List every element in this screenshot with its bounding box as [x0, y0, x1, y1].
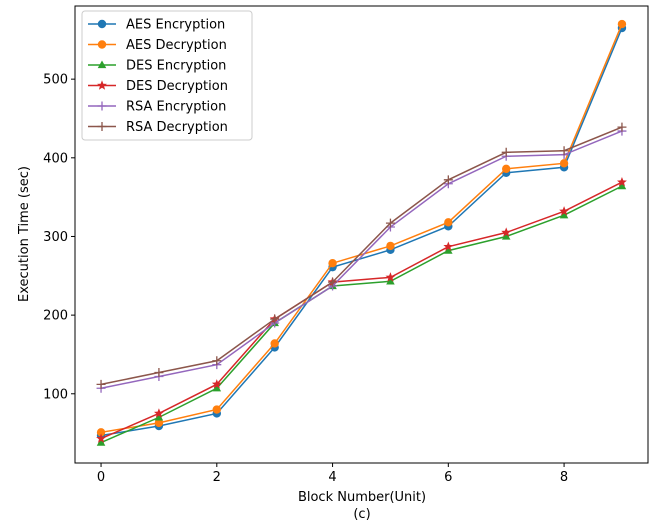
y-axis-label: Execution Time (sec): [17, 166, 32, 302]
y-tick-label: 500: [43, 73, 68, 88]
data-point: [443, 241, 454, 251]
data-point: [617, 181, 627, 190]
series-line: [100, 181, 623, 440]
data-point: [270, 314, 280, 324]
data-point: [212, 405, 222, 414]
data-point: [501, 147, 511, 157]
plot-area: [96, 19, 627, 446]
data-point: [385, 272, 396, 282]
data-point: [617, 122, 627, 132]
series-line: [100, 126, 623, 386]
legend-entry: AES Decryption: [88, 38, 227, 53]
legend-label: AES Encryption: [126, 18, 225, 33]
legend-label: DES Encryption: [126, 59, 226, 74]
legend-label: AES Decryption: [126, 38, 227, 53]
data-point: [96, 438, 106, 446]
x-tick-label: 6: [444, 470, 452, 485]
data-point: [153, 408, 164, 418]
data-point: [386, 276, 395, 285]
data-point: [328, 277, 338, 287]
series-3: [96, 181, 627, 446]
data-point: [96, 428, 106, 437]
legend-box: [81, 10, 253, 141]
series-line: [100, 27, 623, 437]
legend-label: RSA Encryption: [126, 100, 226, 115]
data-point: [212, 356, 222, 366]
y-tick-label: 400: [43, 151, 68, 166]
data-point: [270, 339, 279, 348]
data-point: [154, 368, 164, 378]
legend-marker: [97, 80, 107, 90]
data-point: [617, 176, 627, 187]
data-point: [211, 379, 222, 389]
legend-marker: [97, 122, 107, 131]
data-point: [96, 433, 106, 443]
data-point: [154, 418, 164, 428]
x-tick-label: 2: [213, 470, 221, 485]
legend-marker: [97, 19, 107, 29]
data-point: [385, 218, 395, 228]
legend-label: DES Decryption: [126, 79, 228, 94]
data-point: [501, 231, 511, 240]
data-point: [444, 246, 453, 254]
x-axis-label: Block Number(Unit): [298, 490, 426, 505]
data-point: [501, 164, 511, 174]
y-tick-label: 200: [43, 309, 68, 324]
series-line: [100, 185, 623, 444]
axes: 0 2 4 6 8 100 200 300 400 500: [43, 5, 649, 485]
data-point: [559, 146, 569, 156]
data-point: [444, 218, 453, 227]
legend-entry: AES Encryption: [88, 18, 225, 33]
y-tick-label: 100: [43, 387, 68, 402]
legend-entry: DES Decryption: [88, 79, 228, 94]
x-tick-label: 4: [328, 470, 336, 485]
data-point: [96, 379, 106, 389]
data-point: [501, 227, 512, 237]
data-point: [617, 19, 627, 29]
data-point: [154, 412, 164, 421]
series-line: [100, 23, 623, 434]
data-point: [443, 175, 453, 185]
legend-entry: DES Encryption: [88, 59, 226, 74]
data-point: [386, 241, 395, 251]
legend-entry: RSA Encryption: [88, 100, 226, 115]
legend: AES Encryption AES Decryption DES Encrypti…: [81, 10, 253, 141]
legend-marker: [97, 40, 107, 49]
x-tick-label: 0: [97, 470, 105, 485]
x-tick-label: 8: [560, 470, 568, 485]
figure-sublabel: (c): [353, 507, 370, 522]
data-point: [559, 206, 570, 216]
legend-entry: RSA Decryption: [88, 120, 228, 135]
y-tick-label: 300: [43, 230, 68, 245]
series-2: [96, 19, 627, 437]
plot-frame: [74, 5, 649, 464]
series-line: [100, 130, 623, 390]
series-5: [96, 126, 627, 393]
series-6: [96, 122, 627, 389]
data-point: [559, 210, 569, 219]
legend-label: RSA Decryption: [126, 120, 228, 135]
data-point: [559, 159, 569, 168]
legend-marker: [97, 101, 107, 111]
data-point: [328, 259, 337, 268]
legend-marker: [97, 60, 107, 69]
series-4: [96, 176, 627, 443]
data-point: [212, 383, 222, 392]
